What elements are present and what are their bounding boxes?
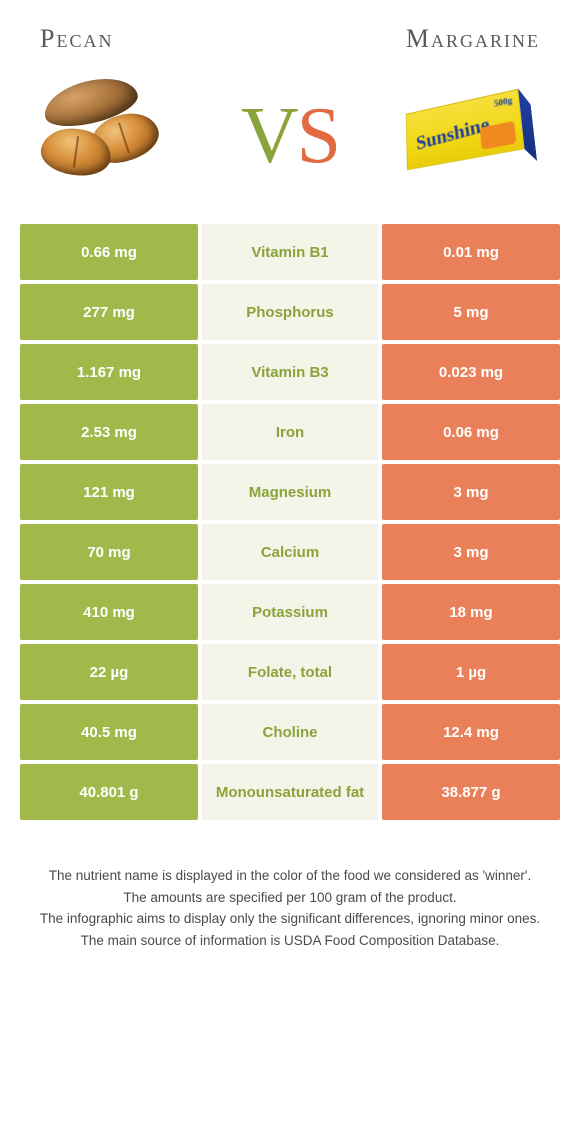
footer-notes: The nutrient name is displayed in the co… bbox=[20, 820, 560, 950]
value-right: 3 mg bbox=[382, 464, 560, 520]
infographic-container: Pecan Margarine V S 500g Sunshine bbox=[0, 0, 580, 992]
margarine-image: 500g Sunshine bbox=[390, 76, 550, 196]
value-left: 277 mg bbox=[20, 284, 198, 340]
table-row: 410 mg Potassium 18 mg bbox=[20, 584, 560, 640]
comparison-table: 0.66 mg Vitamin B1 0.01 mg 277 mg Phosphorus… bbox=[20, 224, 560, 820]
vs-letter-s: S bbox=[297, 91, 340, 182]
value-right: 0.01 mg bbox=[382, 224, 560, 280]
nutrient-label: Monounsaturated fat bbox=[202, 764, 378, 820]
nutrient-label: Calcium bbox=[202, 524, 378, 580]
value-right: 5 mg bbox=[382, 284, 560, 340]
nutrient-label-text: Phosphorus bbox=[246, 304, 334, 321]
table-row: 2.53 mg Iron 0.06 mg bbox=[20, 404, 560, 460]
value-left: 0.66 mg bbox=[20, 224, 198, 280]
footer-line: The infographic aims to display only the… bbox=[26, 909, 554, 929]
nutrient-label: Potassium bbox=[202, 584, 378, 640]
value-right: 1 µg bbox=[382, 644, 560, 700]
nutrient-label-text: Iron bbox=[276, 424, 304, 441]
nutrient-label-text: Magnesium bbox=[249, 484, 332, 501]
value-right: 0.023 mg bbox=[382, 344, 560, 400]
value-left: 121 mg bbox=[20, 464, 198, 520]
nutrient-label: Folate, total bbox=[202, 644, 378, 700]
nutrient-label-text: Vitamin B1 bbox=[251, 244, 328, 261]
vs-row: V S 500g Sunshine bbox=[20, 64, 560, 224]
nutrient-label: Vitamin B3 bbox=[202, 344, 378, 400]
value-left: 70 mg bbox=[20, 524, 198, 580]
nutrient-label-text: Potassium bbox=[252, 604, 328, 621]
value-left: 40.5 mg bbox=[20, 704, 198, 760]
footer-line: The amounts are specified per 100 gram o… bbox=[26, 888, 554, 908]
value-right: 3 mg bbox=[382, 524, 560, 580]
table-row: 40.801 g Monounsaturated fat 38.877 g bbox=[20, 764, 560, 820]
vs-label: V S bbox=[241, 91, 339, 182]
value-right: 18 mg bbox=[382, 584, 560, 640]
table-row: 1.167 mg Vitamin B3 0.023 mg bbox=[20, 344, 560, 400]
nutrient-label: Magnesium bbox=[202, 464, 378, 520]
table-row: 0.66 mg Vitamin B1 0.01 mg bbox=[20, 224, 560, 280]
nutrient-label-text: Folate, total bbox=[248, 664, 332, 681]
title-left: Pecan bbox=[40, 24, 113, 54]
nutrient-label-text: Vitamin B3 bbox=[251, 364, 328, 381]
table-row: 70 mg Calcium 3 mg bbox=[20, 524, 560, 580]
nutrient-label: Phosphorus bbox=[202, 284, 378, 340]
footer-line: The nutrient name is displayed in the co… bbox=[26, 866, 554, 886]
value-left: 40.801 g bbox=[20, 764, 198, 820]
value-right: 12.4 mg bbox=[382, 704, 560, 760]
header-titles: Pecan Margarine bbox=[20, 24, 560, 64]
nutrient-label: Vitamin B1 bbox=[202, 224, 378, 280]
value-right: 0.06 mg bbox=[382, 404, 560, 460]
value-right: 38.877 g bbox=[382, 764, 560, 820]
value-left: 410 mg bbox=[20, 584, 198, 640]
table-row: 121 mg Magnesium 3 mg bbox=[20, 464, 560, 520]
vs-letter-v: V bbox=[241, 91, 297, 182]
table-row: 22 µg Folate, total 1 µg bbox=[20, 644, 560, 700]
footer-line: The main source of information is USDA F… bbox=[26, 931, 554, 951]
nutrient-label-text: Choline bbox=[263, 724, 318, 741]
pecan-image bbox=[30, 76, 190, 196]
value-left: 2.53 mg bbox=[20, 404, 198, 460]
title-right: Margarine bbox=[406, 24, 540, 54]
nutrient-label: Choline bbox=[202, 704, 378, 760]
nutrient-label-text: Monounsaturated fat bbox=[216, 784, 364, 801]
value-left: 22 µg bbox=[20, 644, 198, 700]
nutrient-label: Iron bbox=[202, 404, 378, 460]
table-row: 40.5 mg Choline 12.4 mg bbox=[20, 704, 560, 760]
nutrient-label-text: Calcium bbox=[261, 544, 319, 561]
table-row: 277 mg Phosphorus 5 mg bbox=[20, 284, 560, 340]
value-left: 1.167 mg bbox=[20, 344, 198, 400]
